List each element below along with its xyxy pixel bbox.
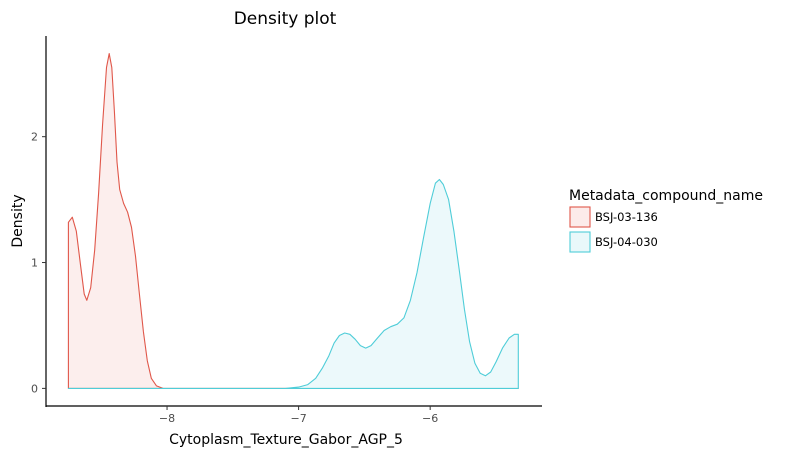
legend-items: BSJ-03-136 BSJ-04-030	[569, 206, 658, 253]
y-ticks: 0 1 2	[31, 131, 46, 395]
legend-label: BSJ-04-030	[595, 235, 658, 249]
y-tick-label: 0	[31, 382, 38, 395]
legend-swatch	[569, 206, 591, 228]
x-tick-label: −7	[290, 412, 306, 425]
legend-swatch	[569, 231, 591, 253]
legend: Metadata_compound_name BSJ-03-136 BSJ-04-…	[569, 188, 763, 253]
y-tick-label: 1	[31, 257, 38, 270]
chart-title: Density plot	[234, 9, 337, 29]
x-tick-label: −8	[159, 412, 175, 425]
y-tick-label: 2	[31, 131, 38, 144]
x-ticks: −8 −7 −6	[159, 406, 438, 425]
legend-label: BSJ-03-136	[595, 210, 658, 224]
x-tick-label: −6	[422, 412, 438, 425]
legend-title: Metadata_compound_name	[569, 188, 763, 204]
plot-area	[67, 53, 519, 389]
density-area-series-2	[67, 178, 519, 389]
y-axis-label: Density	[10, 194, 26, 247]
x-axis-label: Cytoplasm_Texture_Gabor_AGP_5	[169, 432, 403, 448]
